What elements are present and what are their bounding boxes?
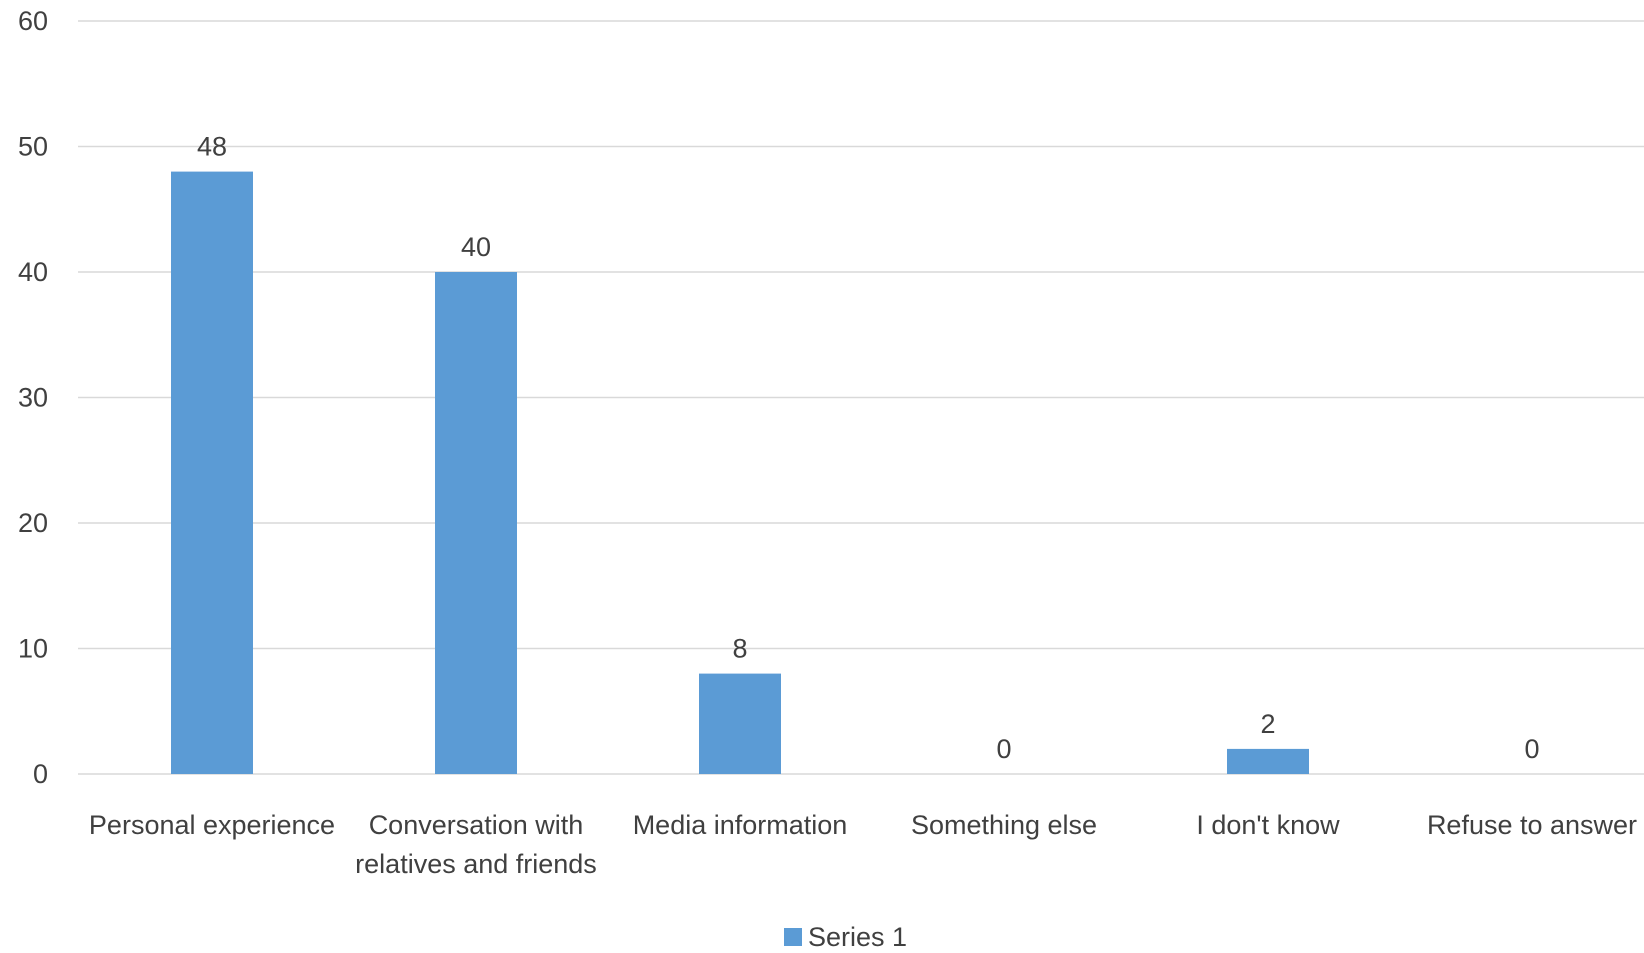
x-tick-label-0: Personal experience bbox=[89, 810, 335, 840]
data-labels: 48 40 8 0 2 0 bbox=[197, 132, 1540, 764]
bar-4 bbox=[1227, 748, 1309, 774]
y-axis-ticks: 0 10 20 30 40 50 60 bbox=[18, 6, 48, 789]
x-tick-label-5-line-0: Refuse to answer bbox=[1427, 810, 1637, 840]
y-tick-label-30: 30 bbox=[18, 383, 48, 413]
gridlines bbox=[78, 20, 1644, 775]
x-tick-label-4: I don't know bbox=[1196, 810, 1340, 840]
y-tick-label-10: 10 bbox=[18, 634, 48, 664]
x-tick-label-3: Something else bbox=[911, 810, 1097, 840]
bar-1 bbox=[435, 272, 517, 774]
x-tick-label-2-line-0: Media information bbox=[633, 810, 848, 840]
data-label-4: 2 bbox=[1260, 709, 1275, 739]
y-tick-label-40: 40 bbox=[18, 257, 48, 287]
x-tick-label-3-line-0: Something else bbox=[911, 810, 1097, 840]
x-tick-label-1: Conversation with relatives and friends bbox=[355, 810, 597, 879]
bars bbox=[171, 171, 1309, 775]
data-label-1: 40 bbox=[461, 232, 491, 262]
legend: Series 1 bbox=[784, 922, 907, 952]
legend-label: Series 1 bbox=[808, 922, 907, 952]
x-tick-label-0-line-0: Personal experience bbox=[89, 810, 335, 840]
x-tick-label-2: Media information bbox=[633, 810, 848, 840]
y-tick-label-50: 50 bbox=[18, 132, 48, 162]
x-tick-label-4-line-0: I don't know bbox=[1196, 810, 1340, 840]
x-tick-label-1-line-0: Conversation with bbox=[369, 810, 584, 840]
y-tick-label-0: 0 bbox=[33, 759, 48, 789]
data-label-2: 8 bbox=[732, 634, 747, 664]
x-tick-label-5: Refuse to answer bbox=[1427, 810, 1637, 840]
x-tick-label-1-line-1: relatives and friends bbox=[355, 849, 597, 879]
y-tick-label-20: 20 bbox=[18, 508, 48, 538]
y-tick-label-60: 60 bbox=[18, 6, 48, 36]
bar-2 bbox=[699, 673, 781, 774]
data-label-3: 0 bbox=[996, 734, 1011, 764]
x-axis-ticks: Personal experience Conversation with rela… bbox=[89, 810, 1637, 879]
data-label-5: 0 bbox=[1524, 734, 1539, 764]
data-label-0: 48 bbox=[197, 132, 227, 162]
legend-swatch bbox=[784, 928, 802, 946]
bar-0 bbox=[171, 171, 253, 775]
